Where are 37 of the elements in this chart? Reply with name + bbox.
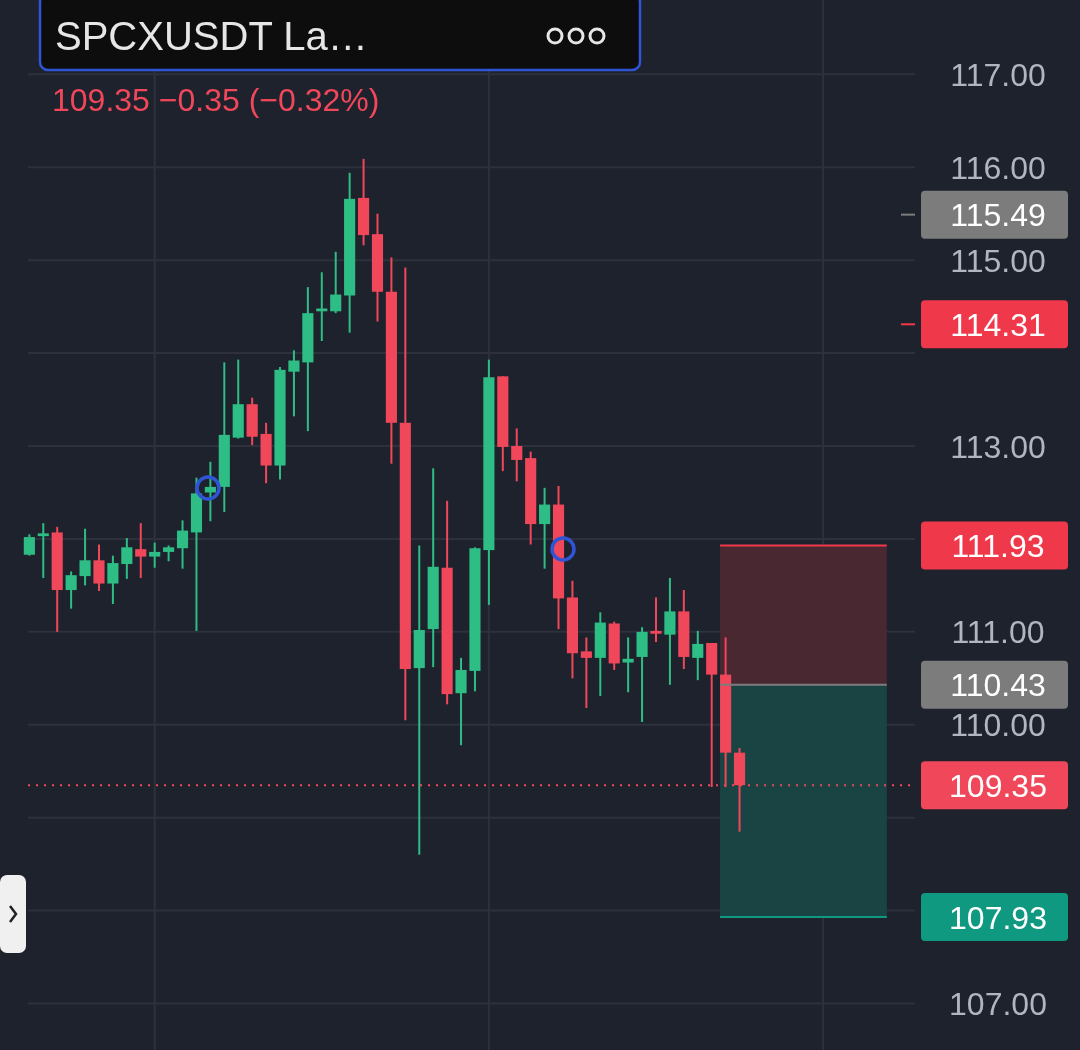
candlestick [121,537,133,580]
candlestick [650,596,662,644]
ref-line-label: 114.31 [950,306,1046,343]
ref-line-label: 107.93 [949,899,1047,936]
candlestick [79,527,91,587]
y-tick-label: 110.00 [950,707,1046,744]
candlestick [330,250,342,315]
y-tick-label: 115.00 [950,242,1046,279]
candlestick [149,541,161,569]
candlestick [692,629,704,682]
candlestick [65,570,77,610]
ref-line-label: 115.49 [950,197,1046,234]
y-tick-label: 116.00 [950,149,1046,186]
candlestick [176,519,189,570]
candlestick [580,636,592,710]
candlestick [511,427,523,483]
candlestick [93,543,105,592]
candlestick [539,486,551,570]
y-tick-label: 111.00 [951,614,1045,651]
text: 109.35 −0.35 (−0.32%) [52,82,380,118]
candlestick [107,554,119,605]
ref-line-label: 109.35 [949,767,1047,804]
candlestick [288,349,300,418]
candlestick [664,576,676,686]
y-tick-label: 117.00 [950,56,1046,93]
ref-line-label: 111.93 [951,527,1045,564]
candlestick [37,522,49,579]
candlestick [622,636,634,694]
y-tick-label: 107.00 [949,986,1047,1023]
chart-title: SPCXUSDT La… [55,14,368,58]
candlestick [455,656,467,747]
candlestick [23,533,35,557]
candlestick [316,271,328,343]
ref-line-label: 110.43 [950,667,1046,704]
candlestick [135,522,147,579]
candlestick [413,544,425,856]
y-tick-label: 113.00 [950,428,1046,465]
